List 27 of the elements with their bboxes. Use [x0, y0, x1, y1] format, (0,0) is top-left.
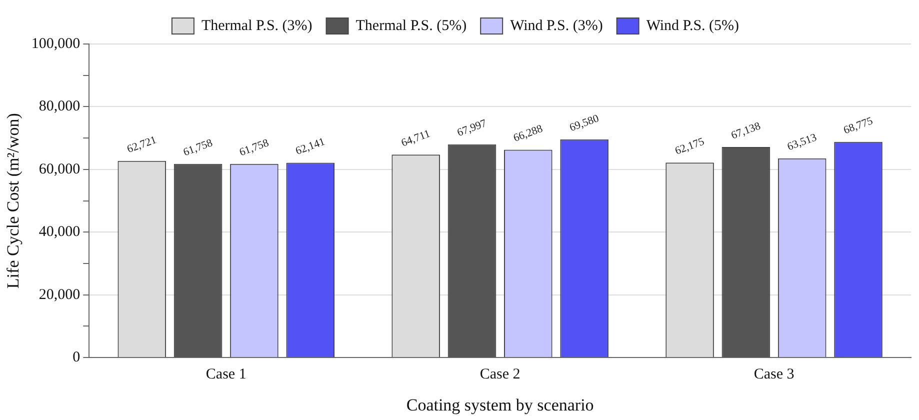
data-label: 68,775: [842, 114, 875, 137]
data-label: 62,141: [294, 136, 327, 158]
data-label: 67,997: [456, 117, 489, 140]
data-label: 61,758: [238, 136, 271, 159]
legend-label: Thermal P.S. (5%): [356, 18, 467, 34]
y-axis-title: Life Cycle Cost (m²/won): [4, 113, 23, 289]
y-tick-label: 60,000: [38, 161, 80, 178]
data-label: 62,175: [673, 136, 706, 158]
x-axis-title: Coating system by scenario: [406, 395, 594, 414]
data-label: 62,721: [126, 134, 158, 156]
x-tick-label: Case 3: [754, 366, 794, 383]
x-tick-label: Case 1: [206, 366, 246, 383]
data-label: 64,711: [400, 128, 432, 150]
data-label: 63,513: [786, 131, 819, 154]
data-label: 61,758: [182, 136, 215, 159]
legend-label: Wind P.S. (5%): [646, 18, 740, 34]
data-label: 67,138: [730, 120, 763, 142]
x-tick-label: Case 2: [480, 366, 520, 383]
data-label: 69,580: [568, 112, 601, 134]
y-tick-label: 20,000: [38, 286, 80, 303]
y-tick-label: 40,000: [38, 224, 80, 240]
y-tick-label: 0: [72, 350, 80, 366]
legend-label: Thermal P.S. (3%): [201, 18, 312, 34]
legend-label: Wind P.S. (3%): [510, 18, 603, 34]
y-tick-label: 80,000: [38, 98, 80, 115]
data-label: 66,288: [512, 122, 545, 144]
y-tick-label: 100,000: [31, 36, 80, 52]
